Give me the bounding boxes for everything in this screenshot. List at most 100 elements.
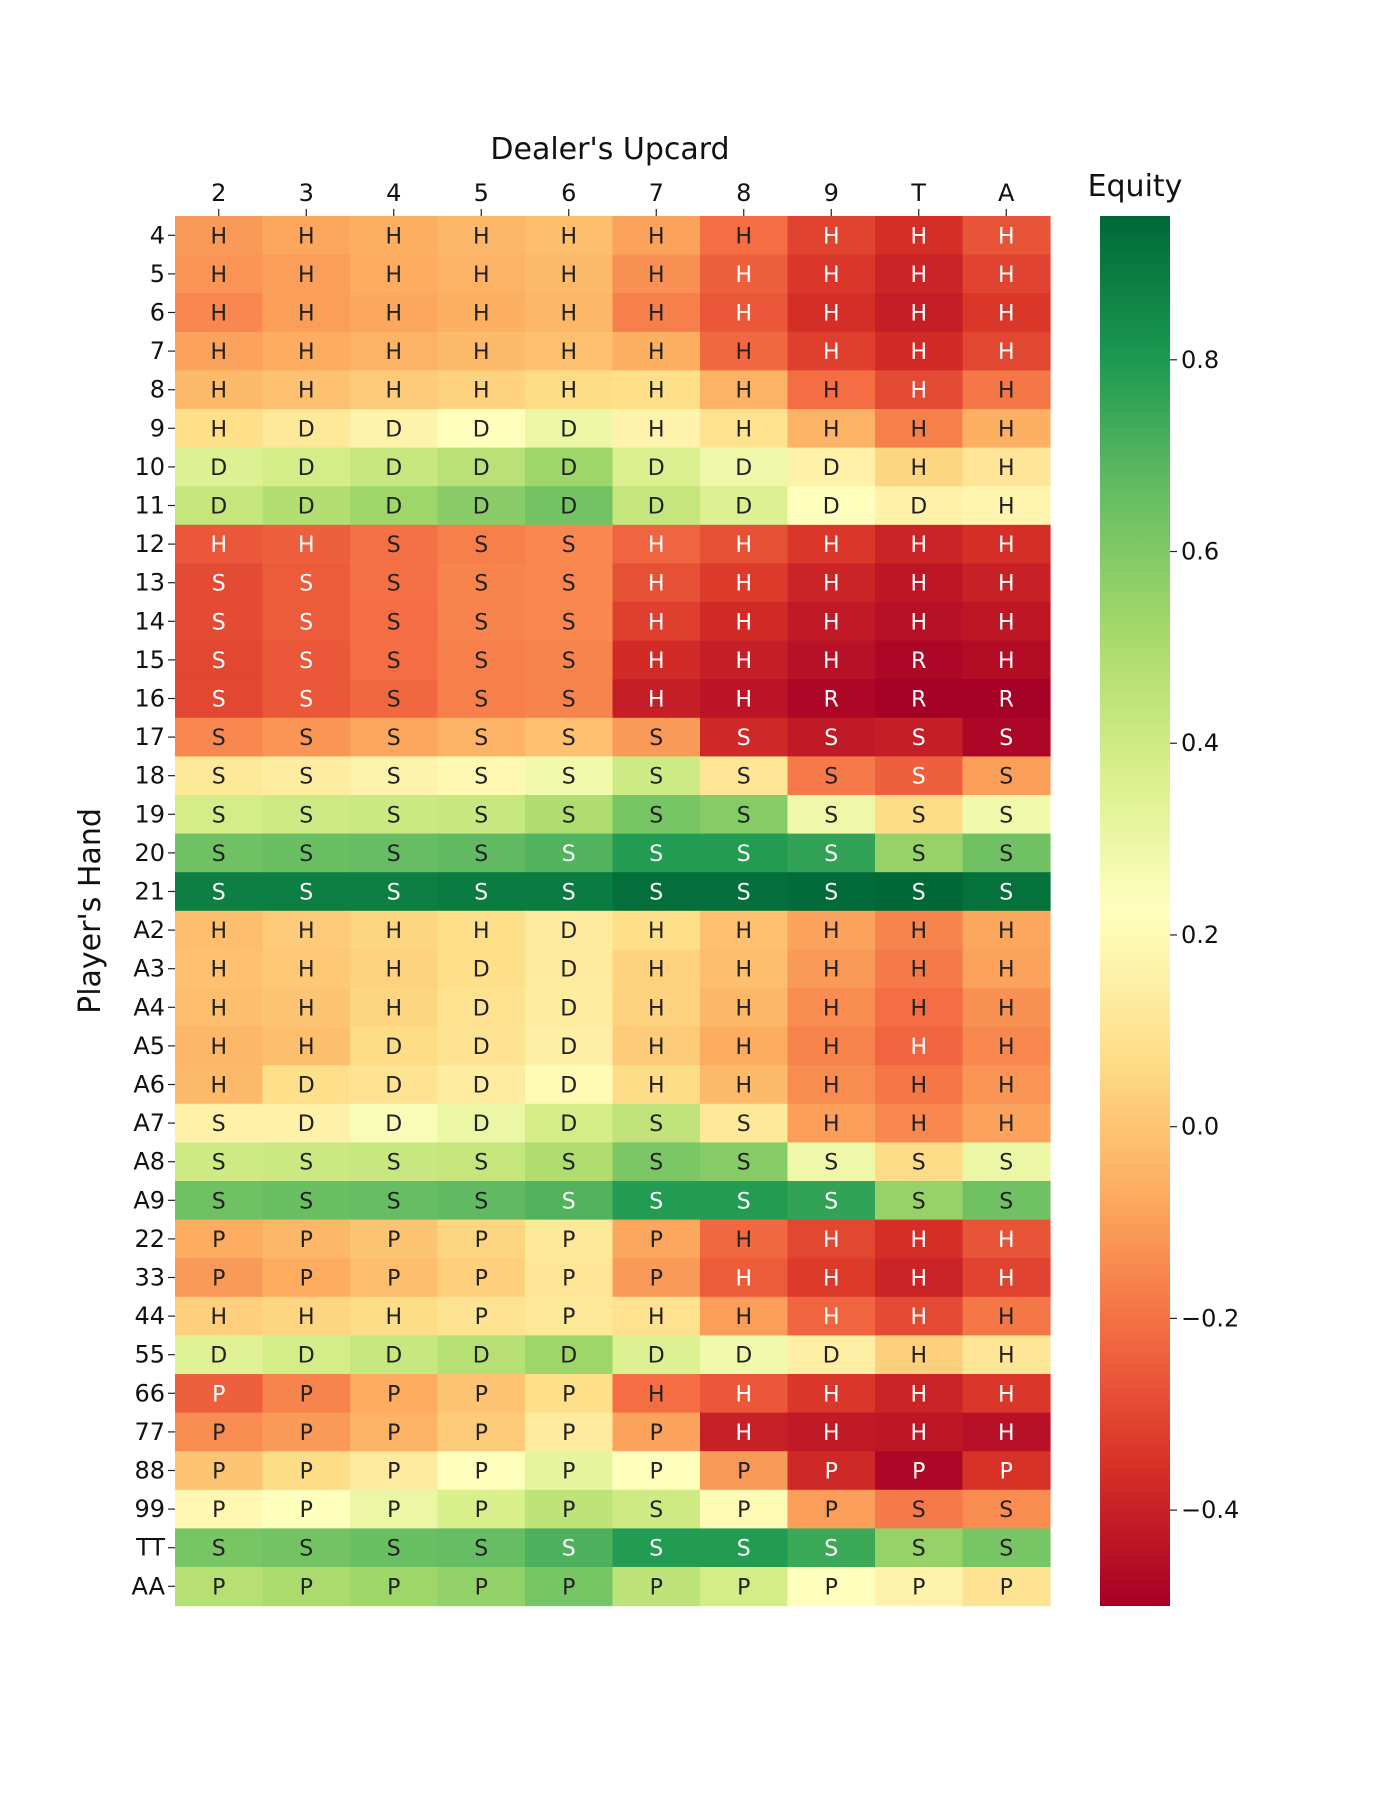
heatmap-cell xyxy=(787,640,876,680)
heatmap-cell xyxy=(875,1065,964,1105)
cell-action-label: H xyxy=(998,1344,1015,1369)
heatmap-cell xyxy=(700,756,789,796)
cell-action-label: D xyxy=(560,1344,577,1369)
heatmap-cell xyxy=(350,1335,439,1375)
cell-action-label: S xyxy=(562,649,576,674)
colorbar-gradient xyxy=(1100,216,1170,1606)
heatmap-cell xyxy=(437,331,526,371)
heatmap-cell xyxy=(700,409,789,449)
cell-action-label: H xyxy=(648,224,665,249)
cell-action-label: S xyxy=(562,572,576,597)
cell-action-label: H xyxy=(998,996,1015,1021)
heatmap-cell xyxy=(787,254,876,294)
heatmap-cell xyxy=(350,370,439,410)
cell-action-label: H xyxy=(998,1074,1015,1099)
heatmap-cell xyxy=(262,1065,351,1105)
cell-action-label: H xyxy=(998,1112,1015,1137)
cell-action-label: P xyxy=(475,1305,488,1330)
heatmap-cell xyxy=(175,1296,264,1336)
cell-action-label: H xyxy=(998,1382,1015,1407)
cell-action-label: H xyxy=(560,379,577,404)
y-tick-label: A9 xyxy=(133,1186,165,1214)
heatmap-cell xyxy=(962,1335,1051,1375)
heatmap-cell xyxy=(962,910,1051,950)
heatmap-cell xyxy=(962,1142,1051,1182)
heatmap-cell xyxy=(525,756,614,796)
heatmap-cell xyxy=(350,1103,439,1143)
heatmap-cell xyxy=(962,1258,1051,1298)
heatmap-cell xyxy=(525,293,614,333)
heatmap-cell xyxy=(262,872,351,912)
heatmap-cell xyxy=(612,524,701,564)
heatmap-cell xyxy=(787,524,876,564)
heatmap-cell xyxy=(962,331,1051,371)
cell-action-label: S xyxy=(387,842,401,867)
cell-action-label: H xyxy=(648,958,665,983)
heatmap-cell xyxy=(787,409,876,449)
cell-action-label: S xyxy=(824,1151,838,1176)
cell-action-label: H xyxy=(648,1305,665,1330)
cell-action-label: H xyxy=(910,263,927,288)
heatmap-cell xyxy=(262,370,351,410)
y-tick-label: 33 xyxy=(134,1264,165,1292)
cell-action-label: R xyxy=(999,688,1014,713)
heatmap-cell xyxy=(700,254,789,294)
cell-action-label: P xyxy=(212,1421,225,1446)
cell-action-label: H xyxy=(648,572,665,597)
heatmap-cell xyxy=(875,1528,964,1568)
heatmap-cell xyxy=(875,563,964,603)
y-tick-label: 13 xyxy=(134,569,165,597)
cell-action-label: S xyxy=(737,1537,751,1562)
y-tick-label: 17 xyxy=(134,723,165,751)
heatmap-cell xyxy=(700,1181,789,1221)
cell-action-label: H xyxy=(648,919,665,944)
cell-action-label: D xyxy=(210,456,227,481)
heatmap-cell xyxy=(437,486,526,526)
heatmap-cell xyxy=(175,293,264,333)
cell-action-label: D xyxy=(298,1074,315,1099)
cell-action-label: H xyxy=(823,1074,840,1099)
cell-action-label: S xyxy=(737,803,751,828)
cell-action-label: D xyxy=(385,1344,402,1369)
heatmap-cell xyxy=(787,1026,876,1066)
cell-action-label: S xyxy=(649,1151,663,1176)
cell-action-label: S xyxy=(912,803,926,828)
heatmap-cell xyxy=(175,331,264,371)
x-tick-label: 3 xyxy=(299,179,314,207)
heatmap-cell xyxy=(612,1181,701,1221)
heatmap-cell xyxy=(437,1296,526,1336)
heatmap-cell xyxy=(787,331,876,371)
heatmap-cell xyxy=(262,1489,351,1529)
cell-action-label: H xyxy=(823,533,840,558)
heatmap-cell xyxy=(962,447,1051,487)
y-tick-label: 44 xyxy=(134,1302,165,1330)
heatmap-cell xyxy=(350,1451,439,1491)
cell-action-label: S xyxy=(212,726,226,751)
cell-action-label: S xyxy=(212,1537,226,1562)
cell-action-label: S xyxy=(387,1537,401,1562)
heatmap-cell xyxy=(787,1374,876,1414)
y-tick-label: 5 xyxy=(150,260,165,288)
heatmap-cell xyxy=(700,486,789,526)
heatmap-cell xyxy=(350,1489,439,1529)
heatmap-cell xyxy=(700,949,789,989)
cell-action-label: D xyxy=(473,958,490,983)
heatmap-cell xyxy=(525,447,614,487)
heatmap-cell xyxy=(700,833,789,873)
colorbar-tick-label: 0.0 xyxy=(1181,1113,1219,1141)
cell-action-label: D xyxy=(385,456,402,481)
heatmap-cell xyxy=(612,293,701,333)
heatmap-cell xyxy=(262,602,351,642)
heatmap-cell xyxy=(875,1489,964,1529)
heatmap-cell xyxy=(437,833,526,873)
heatmap-cell xyxy=(962,1528,1051,1568)
cell-action-label: H xyxy=(473,379,490,404)
x-tick-label: 9 xyxy=(824,179,839,207)
heatmap-cell xyxy=(350,1181,439,1221)
heatmap-cell xyxy=(525,988,614,1028)
heatmap-cell xyxy=(175,602,264,642)
heatmap-cell xyxy=(175,1181,264,1221)
heatmap-cell xyxy=(875,331,964,371)
cell-action-label: H xyxy=(210,379,227,404)
cell-action-label: S xyxy=(562,803,576,828)
